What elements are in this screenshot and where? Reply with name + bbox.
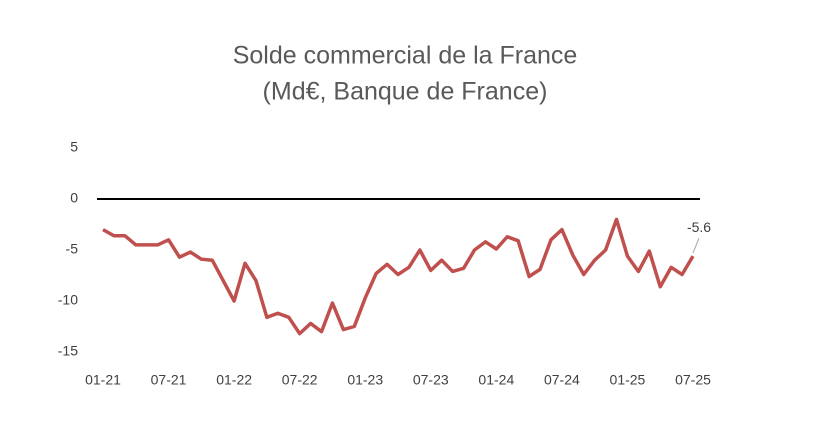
chart-title: Solde commercial de la France	[233, 42, 578, 70]
x-tick-label: 07-23	[413, 372, 449, 388]
y-tick-label: -15	[58, 343, 78, 359]
y-tick-label: 0	[70, 190, 78, 206]
line-series	[102, 217, 695, 336]
x-tick-label: 01-21	[85, 372, 121, 388]
leader-line	[692, 237, 700, 254]
x-tick-label: 01-23	[347, 372, 383, 388]
y-tick-label: -10	[58, 292, 78, 308]
chart-subtitle: (Md€, Banque de France)	[263, 78, 548, 106]
x-tick-label: 07-22	[282, 372, 318, 388]
x-tick-label: 01-25	[610, 372, 646, 388]
y-tick-label: 5	[70, 139, 78, 155]
x-tick-label: 01-22	[216, 372, 252, 388]
y-tick-label: -5	[66, 241, 79, 257]
x-tick-label: 01-24	[478, 372, 514, 388]
data-label: -5.6	[687, 219, 711, 235]
x-tick-label: 07-24	[544, 372, 580, 388]
x-tick-label: 07-25	[675, 372, 711, 388]
x-tick-label: 07-21	[151, 372, 187, 388]
